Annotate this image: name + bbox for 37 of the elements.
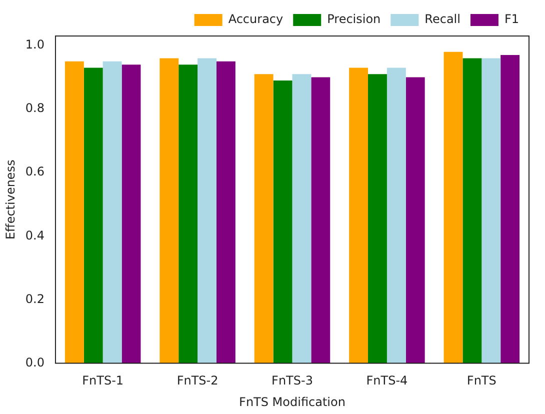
y-axis-title: Effectiveness	[3, 160, 18, 240]
y-tick-label: 0.2	[25, 292, 44, 306]
bar	[216, 61, 236, 364]
bar	[368, 74, 387, 364]
x-tick-label: FnTS	[466, 374, 496, 388]
bar	[462, 58, 482, 364]
bar	[84, 68, 103, 364]
bar	[386, 68, 406, 364]
bar	[349, 68, 368, 364]
bar	[122, 64, 141, 364]
legend-label: Precision	[327, 12, 381, 26]
bar	[444, 52, 463, 364]
bar	[102, 61, 122, 364]
x-axis-title: FnTS Modification	[239, 394, 346, 409]
bar	[292, 74, 312, 364]
bar	[482, 58, 501, 364]
legend-label: Accuracy	[228, 12, 284, 26]
x-tick-label: FnTS-4	[366, 374, 408, 388]
y-tick-label: 0.0	[25, 355, 44, 370]
bar	[406, 77, 425, 364]
legend-label: Recall	[424, 12, 460, 26]
x-tick-label: FnTS-1	[82, 374, 124, 388]
bar	[500, 55, 520, 364]
bar	[64, 61, 84, 364]
bar	[198, 58, 216, 364]
x-tick-label: FnTS-2	[176, 374, 218, 388]
x-tick-label: FnTS-3	[272, 374, 313, 388]
bar	[254, 74, 274, 364]
bar	[311, 77, 330, 364]
y-tick-label: 1.0	[25, 38, 44, 52]
y-tick-label: 0.6	[25, 164, 44, 179]
bar	[178, 64, 198, 364]
y-tick-label: 0.8	[25, 101, 44, 116]
y-tick-label: 0.4	[25, 228, 44, 242]
legend-label: F1	[504, 12, 520, 26]
bar	[273, 80, 292, 364]
bar	[160, 58, 179, 364]
